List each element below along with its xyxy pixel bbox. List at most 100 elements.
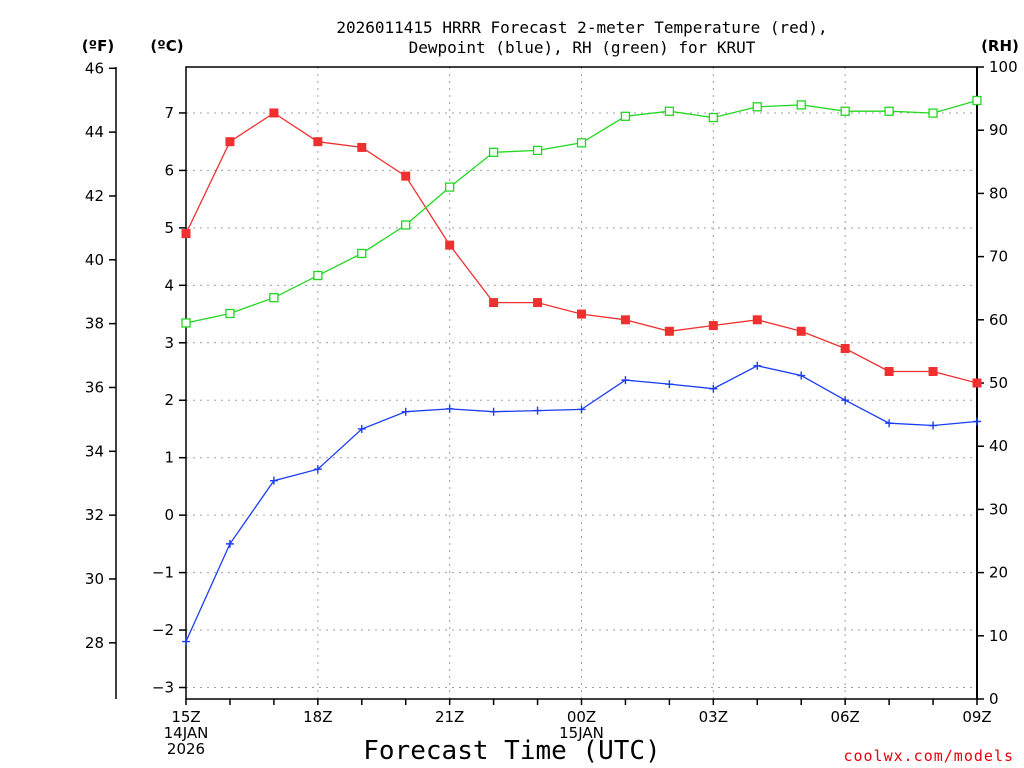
x-tick-label: 18Z	[303, 708, 332, 726]
rh-point	[181, 318, 191, 328]
dewpoint-point	[753, 361, 762, 370]
fahrenheit-tick-label: 34	[85, 442, 104, 460]
temperature-point	[445, 240, 455, 250]
rh-tick-label: 30	[989, 500, 1008, 518]
dewpoint-point	[929, 421, 938, 430]
rh-tick-label: 80	[989, 184, 1008, 202]
rh-tick-label: 70	[989, 248, 1008, 266]
temperature-point	[664, 326, 674, 336]
rh-point	[796, 100, 806, 110]
dewpoint-point	[225, 539, 234, 548]
rh-point	[532, 145, 543, 156]
celsius-tick-label: −1	[152, 564, 174, 582]
x-axis-label: Forecast Time (UTC)	[363, 736, 660, 766]
rh-point	[269, 293, 279, 303]
rh-tick-label: 100	[989, 58, 1018, 76]
celsius-tick-label: 2	[164, 391, 174, 409]
temperature-point	[620, 315, 630, 325]
rh-point	[884, 106, 894, 116]
dewpoint-point	[885, 419, 894, 428]
dewpoint-point	[577, 405, 586, 414]
x-tick-label: 15JAN	[559, 724, 604, 742]
dewpoint-point	[445, 404, 454, 413]
rh-point	[972, 95, 982, 106]
chart-title-line-1: 2026011415 HRRR Forecast 2-meter Tempera…	[336, 18, 827, 37]
rh-tick-label: 40	[989, 437, 1008, 455]
rh-tick-label: 90	[989, 121, 1008, 139]
celsius-tick-label: 1	[164, 449, 174, 467]
temperature-point	[884, 367, 894, 377]
dewpoint-point	[357, 424, 366, 433]
x-tick-label: 15Z	[171, 708, 200, 726]
x-tick-label: 03Z	[699, 708, 728, 726]
dewpoint-point	[621, 376, 630, 385]
x-tick-label: 14JAN	[164, 724, 209, 742]
rh-unit-label: (RH)	[981, 37, 1019, 55]
fahrenheit-tick-label: 40	[85, 251, 104, 269]
temperature-point	[928, 367, 938, 377]
celsius-tick-label: 5	[164, 219, 174, 237]
celsius-tick-label: −3	[152, 679, 174, 697]
rh-point	[928, 108, 938, 118]
temperature-point	[401, 171, 411, 181]
chart-title-line-2: Dewpoint (blue), RH (green) for KRUT	[409, 38, 756, 57]
fahrenheit-tick-label: 36	[85, 378, 104, 396]
rh-point	[313, 270, 323, 281]
temperature-point	[972, 378, 982, 388]
fahrenheit-tick-label: 38	[85, 315, 104, 333]
celsius-tick-label: 7	[164, 104, 174, 122]
dewpoint-point	[489, 407, 498, 416]
rh-point	[488, 147, 499, 157]
fahrenheit-unit-label: (ºF)	[82, 37, 114, 55]
axes: −3−2−10123456728303234363840424446010203…	[85, 58, 1018, 758]
temperature-point	[313, 137, 323, 147]
temperature-point	[357, 142, 367, 152]
rh-point	[401, 220, 411, 230]
dewpoint-point	[533, 406, 542, 415]
dewpoint-point	[401, 407, 410, 416]
celsius-tick-label: 3	[164, 334, 174, 352]
rh-point	[620, 111, 631, 121]
dewpoint-point	[313, 465, 322, 474]
dewpoint-point	[665, 380, 674, 389]
rh-tick-label: 10	[989, 627, 1008, 645]
dewpoint-point	[182, 637, 190, 646]
fahrenheit-tick-label: 46	[85, 59, 104, 77]
x-tick-label: 09Z	[962, 708, 991, 726]
temperature-point	[796, 326, 806, 336]
temperature-point	[269, 108, 279, 118]
grid	[186, 67, 977, 699]
temperature-point	[181, 229, 191, 239]
rh-tick-label: 0	[989, 690, 999, 708]
x-tick-label: 2026	[167, 740, 205, 758]
celsius-tick-label: 0	[164, 506, 174, 524]
temperature-point	[533, 298, 543, 308]
fahrenheit-tick-label: 42	[85, 187, 104, 205]
celsius-tick-label: −2	[152, 621, 174, 639]
dewpoint-point	[841, 396, 850, 405]
x-tick-label: 00Z	[567, 708, 596, 726]
temperature-point	[840, 344, 850, 354]
rh-point	[576, 138, 587, 148]
celsius-tick-label: 6	[164, 161, 174, 179]
rh-point	[708, 112, 718, 123]
rh-point	[664, 106, 675, 116]
rh-tick-label: 20	[989, 564, 1008, 582]
celsius-unit-label: (ºC)	[150, 37, 183, 55]
rh-tick-label: 60	[989, 311, 1008, 329]
dewpoint-point	[709, 384, 718, 393]
rh-point	[357, 248, 367, 259]
temperature-point	[225, 137, 235, 147]
rh-point	[225, 308, 235, 319]
dewpoint-point	[973, 417, 981, 426]
credit-text: coolwx.com/models	[843, 747, 1014, 765]
temperature-point	[752, 315, 762, 325]
x-tick-label: 06Z	[830, 708, 859, 726]
rh-point	[445, 182, 455, 192]
rh-point	[752, 102, 762, 112]
fahrenheit-tick-label: 32	[85, 506, 104, 524]
dewpoint-point	[269, 476, 278, 485]
rh-point	[840, 106, 850, 116]
fahrenheit-tick-label: 30	[85, 570, 104, 588]
